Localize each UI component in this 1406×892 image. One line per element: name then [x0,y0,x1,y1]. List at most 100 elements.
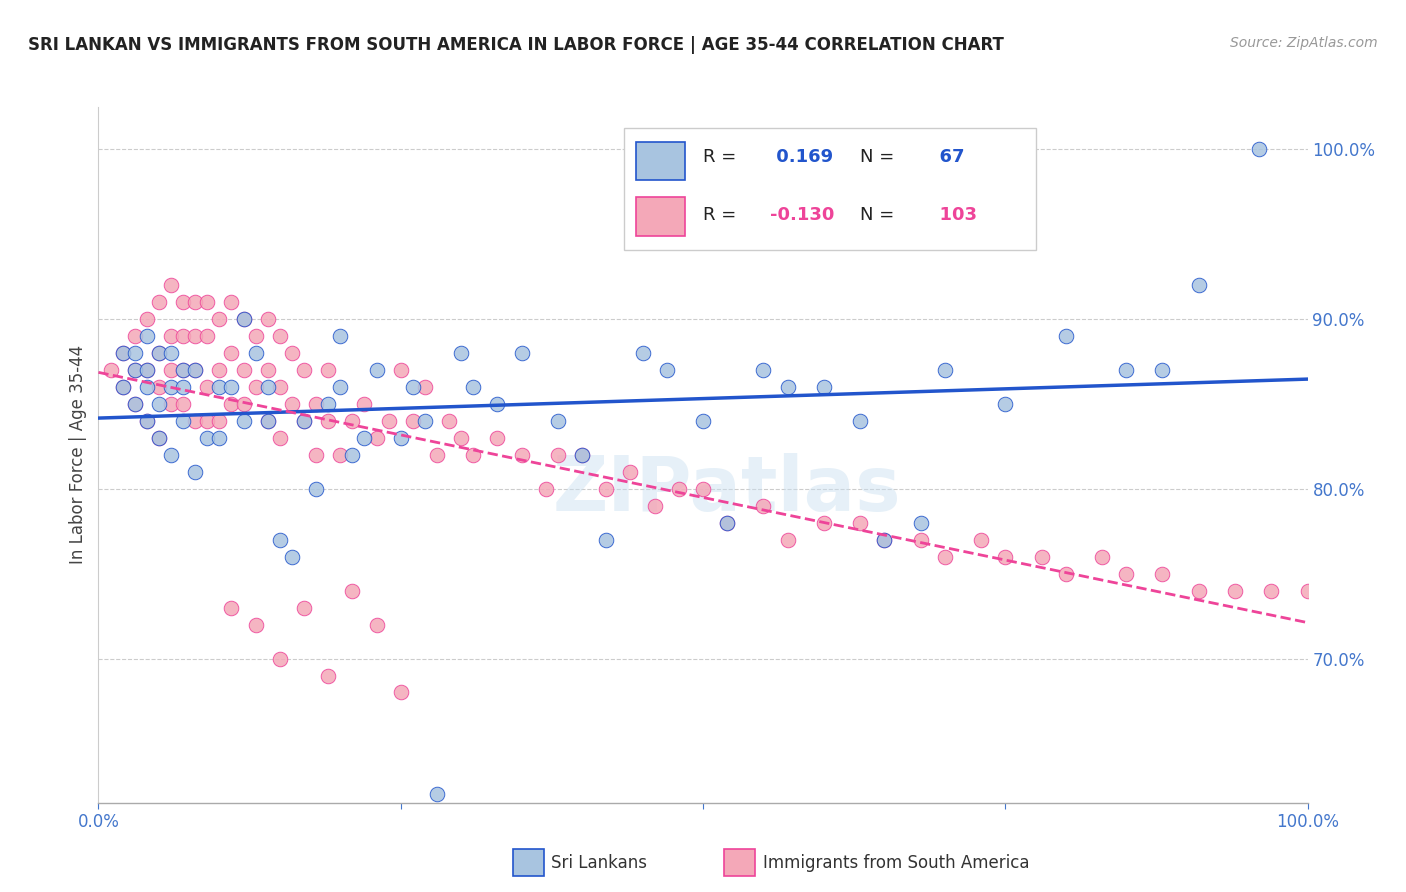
Point [160,346,183,360]
Text: R =: R = [703,206,737,224]
Point [124,329,146,343]
Point [619,465,641,479]
Point [111,346,134,360]
Text: ZIPatlas: ZIPatlas [553,453,901,526]
Point [1152,363,1174,377]
Point [437,414,460,428]
Point [148,397,170,411]
Point [184,465,207,479]
Point [135,329,157,343]
Point [316,363,339,377]
Point [292,414,315,428]
Point [873,533,896,547]
Point [245,617,267,632]
Point [571,448,593,462]
Point [208,414,231,428]
Point [305,482,328,496]
Point [172,380,194,394]
Point [221,397,243,411]
Point [172,363,194,377]
Point [195,431,218,445]
Point [160,329,183,343]
Point [269,533,291,547]
FancyBboxPatch shape [624,128,1035,250]
Point [1296,583,1319,598]
Y-axis label: In Labor Force | Age 35-44: In Labor Force | Age 35-44 [69,345,87,565]
Point [148,346,170,360]
Point [160,448,183,462]
Point [281,397,304,411]
Point [256,380,278,394]
Point [184,329,207,343]
Point [813,516,835,530]
Point [135,312,157,326]
Point [413,380,436,394]
Point [873,533,896,547]
Point [208,380,231,394]
Point [184,363,207,377]
Point [402,380,425,394]
Text: 0.169: 0.169 [769,148,832,166]
Point [160,397,183,411]
Point [1115,363,1137,377]
Point [366,617,388,632]
Point [353,397,375,411]
Point [232,312,254,326]
Point [184,295,207,310]
Point [1223,583,1246,598]
Point [111,346,134,360]
Point [994,549,1017,564]
Point [281,346,304,360]
Point [100,363,122,377]
Point [450,346,472,360]
Point [148,295,170,310]
Point [195,329,218,343]
Point [172,295,194,310]
Point [402,414,425,428]
Point [413,414,436,428]
Text: 67: 67 [927,148,965,166]
Point [486,431,509,445]
Point [184,414,207,428]
Point [292,363,315,377]
Point [463,380,485,394]
Point [813,380,835,394]
Point [232,312,254,326]
Point [148,431,170,445]
Point [1115,566,1137,581]
Text: -0.130: -0.130 [769,206,834,224]
Point [934,363,956,377]
Point [195,414,218,428]
Point [316,397,339,411]
Point [329,329,352,343]
Point [366,363,388,377]
Point [547,448,569,462]
Point [256,312,278,326]
Point [135,414,157,428]
Point [329,380,352,394]
Point [534,482,557,496]
Point [221,346,243,360]
Point [716,516,738,530]
Point [450,431,472,445]
Point [208,363,231,377]
Point [342,583,364,598]
Point [849,516,872,530]
Point [668,482,690,496]
Point [269,651,291,665]
Point [752,499,775,513]
Point [245,329,267,343]
Point [232,363,254,377]
Point [776,533,799,547]
Point [124,363,146,377]
Point [221,380,243,394]
Point [595,482,617,496]
Point [910,516,932,530]
Point [426,448,449,462]
Point [172,329,194,343]
Point [1054,329,1077,343]
Point [160,278,183,293]
Point [269,431,291,445]
Point [644,499,666,513]
Bar [637,142,685,180]
